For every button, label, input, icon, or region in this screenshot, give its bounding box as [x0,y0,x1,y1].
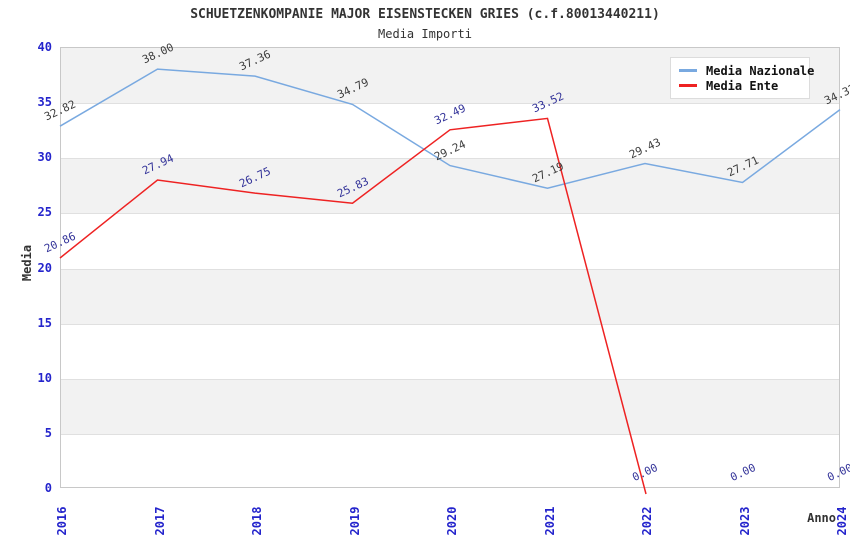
legend-item: Media Ente [679,78,801,93]
y-tick-label: 40 [37,40,52,54]
y-tick-label: 15 [37,315,52,330]
y-tick-label: 0 [44,481,52,495]
legend-swatch-icon [679,69,697,72]
x-axis-title: Anno [807,511,836,525]
chart-subtitle: Media Importi [378,27,472,41]
grid-band [61,378,839,434]
x-tick-label: 2019 [347,506,362,536]
gridline [61,268,839,270]
gridline [61,103,839,105]
y-tick-label: 10 [37,370,52,385]
x-tick-label: 2018 [250,506,264,536]
legend-swatch-icon [679,84,697,87]
x-tick-label: 2022 [640,506,654,536]
legend-label: Media Ente [706,78,779,93]
y-tick-label: 35 [37,95,52,110]
x-tick-label: 2024 [835,506,849,536]
y-tick-label: 25 [37,205,52,220]
y-axis-title: Media [20,244,34,282]
gridline [61,378,839,380]
x-tick-label: 2021 [542,506,557,536]
gridline [61,323,839,325]
legend: Media Nazionale Media Ente [670,57,814,99]
x-tick-label: 2023 [737,506,752,536]
x-tick-label: 2020 [445,506,459,536]
chart-title: SCHUETZENKOMPANIE MAJOR EISENSTECKEN GRI… [190,7,660,22]
y-tick-label: 5 [44,425,52,440]
y-tick-label: 30 [37,150,52,165]
x-tick-label: 2016 [55,506,69,536]
grid-band [61,268,839,324]
legend-label: Media Nazionale [706,63,815,78]
legend-item: Media Nazionale [679,63,814,78]
y-tick-label: 20 [37,260,52,275]
gridline [61,433,839,435]
x-tick-label: 2017 [152,506,167,536]
gridline [61,213,839,215]
grid-band [61,158,839,214]
